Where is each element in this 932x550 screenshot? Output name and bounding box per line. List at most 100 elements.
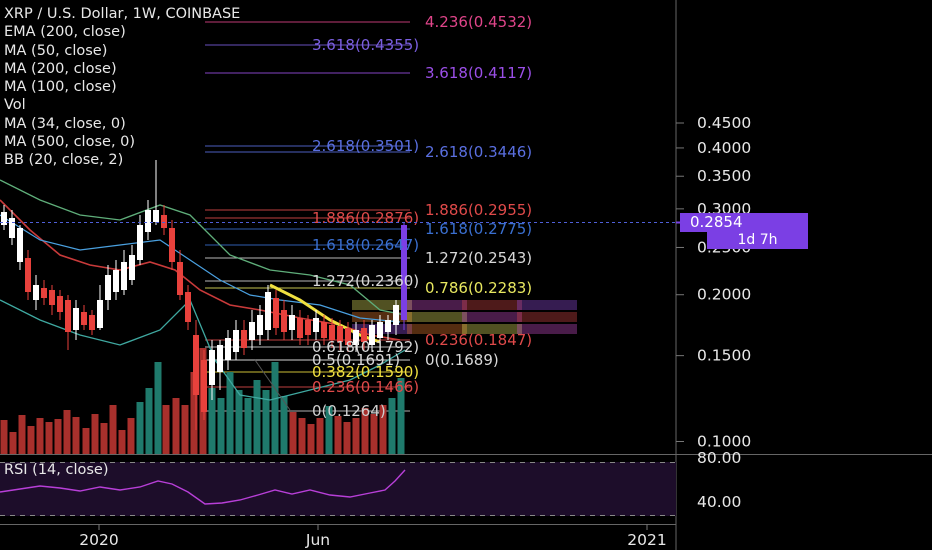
candle-body [377, 322, 383, 338]
volume-bar [100, 423, 108, 454]
legend-item-ma34[interactable]: MA (34, close, 0) [4, 115, 126, 132]
y-tick-label: 0.2000 [697, 286, 751, 304]
volume-bar [397, 378, 405, 454]
volume-bar [136, 402, 144, 454]
candle-body [313, 318, 319, 332]
volume-bar [388, 398, 396, 454]
candle-body [185, 292, 191, 322]
candle-body [257, 315, 263, 335]
volume-bar [145, 388, 153, 454]
trendline-grey [254, 359, 291, 411]
volume-bar [82, 428, 90, 454]
legend-item-ma100[interactable]: MA (100, close) [4, 79, 117, 96]
volume-bar [253, 380, 261, 454]
candle-body [81, 312, 87, 325]
volume-bar [190, 372, 198, 454]
legend-item-ema200[interactable]: EMA (200, close) [4, 24, 126, 41]
candle-body [281, 310, 287, 332]
volume-bar [181, 405, 189, 454]
rsi-pane [0, 462, 676, 516]
fib-level-label: 1.886(0.2955) [425, 201, 532, 219]
volume-bar [280, 396, 288, 454]
volume-bar [343, 422, 351, 454]
candle-body [41, 288, 47, 298]
candle-body [249, 322, 255, 340]
volume-bar [262, 390, 270, 454]
fib-label-cluster [407, 300, 467, 310]
candle-body [209, 350, 215, 385]
fib-label-cluster [462, 312, 522, 322]
volume-bar [226, 372, 234, 454]
indicator-legend: XRP / U.S. Dollar, 1W, COINBASE EMA (200… [4, 5, 240, 170]
volume-bar [361, 408, 369, 454]
rsi-tick-label: 80.00 [697, 449, 741, 467]
fib-level-label: 1.618(0.2647) [312, 236, 419, 254]
candle-body [169, 228, 175, 262]
candle-body [137, 225, 143, 260]
candle-body [25, 258, 31, 292]
candle-body [393, 305, 399, 325]
volume-bar [45, 422, 53, 454]
volume-bar [9, 432, 17, 454]
candle-body [337, 326, 343, 342]
x-tick-label: Jun [305, 531, 330, 549]
fib-label-cluster [352, 300, 412, 310]
fib-level-label: 2.618(0.3446) [425, 143, 532, 161]
fib-label-cluster [517, 300, 577, 310]
candle-body [241, 330, 247, 348]
fib-label-cluster [462, 324, 522, 334]
bar-countdown-tag: 1d 7h [707, 232, 808, 249]
volume-bar [316, 418, 324, 454]
candle-body [153, 210, 159, 222]
volume-bar [63, 410, 71, 454]
y-tick-label: 0.1500 [697, 347, 751, 365]
candle-body [65, 300, 71, 332]
volume-bar [235, 390, 243, 454]
fib-level-label: 0.236(0.1466) [312, 378, 419, 396]
candle-body [145, 210, 151, 232]
volume-bar [0, 420, 8, 454]
fib-level-label: 0.5(0.1691) [312, 351, 400, 369]
axis-labels: 0.45000.40000.35000.30000.25000.20000.15… [79, 114, 751, 549]
y-tick-label: 0.3500 [697, 167, 751, 185]
candle-body [321, 322, 327, 338]
candle-body [345, 328, 351, 345]
legend-item-bb[interactable]: BB (20, close, 2) [4, 152, 124, 169]
volume-bar [109, 405, 117, 454]
fib-level-label: 0.786(0.2283) [425, 279, 532, 297]
volume-bar [334, 416, 342, 454]
volume-bar [289, 412, 297, 454]
bollinger-upper [0, 179, 406, 316]
volume-bar [54, 419, 62, 454]
candle-body [1, 212, 7, 225]
volume-bar [18, 415, 26, 454]
fib-level-label: 1.272(0.2360) [312, 272, 419, 290]
fib-level-label: 0(0.1264) [312, 402, 386, 420]
candle-body [297, 318, 303, 338]
legend-item-vol[interactable]: Vol [4, 97, 26, 114]
candlesticks [1, 160, 407, 430]
legend-item-ma200[interactable]: MA (200, close) [4, 60, 117, 77]
volume-bar [307, 424, 315, 454]
candle-body [233, 330, 239, 352]
moving-average-blue [0, 214, 401, 323]
candle-body [177, 262, 183, 295]
volume-bar [154, 362, 162, 454]
fib-level-label: 1.272(0.2543) [425, 249, 532, 267]
volume-bar [298, 418, 306, 454]
legend-item-ma50[interactable]: MA (50, close) [4, 42, 108, 59]
y-tick-label: 0.4500 [697, 114, 751, 132]
candle-body [113, 270, 119, 292]
rsi-legend[interactable]: RSI (14, close) [4, 462, 109, 478]
fib-level-label: 0.236(0.1847) [425, 331, 532, 349]
candle-body [401, 225, 407, 320]
candle-body [265, 292, 271, 330]
volume-bar [217, 398, 225, 454]
volume-bar [127, 418, 135, 454]
rsi-tick-label: 40.00 [697, 493, 741, 511]
volume-bar [72, 417, 80, 454]
candle-body [97, 300, 103, 328]
legend-item-ma500[interactable]: MA (500, close, 0) [4, 134, 136, 151]
